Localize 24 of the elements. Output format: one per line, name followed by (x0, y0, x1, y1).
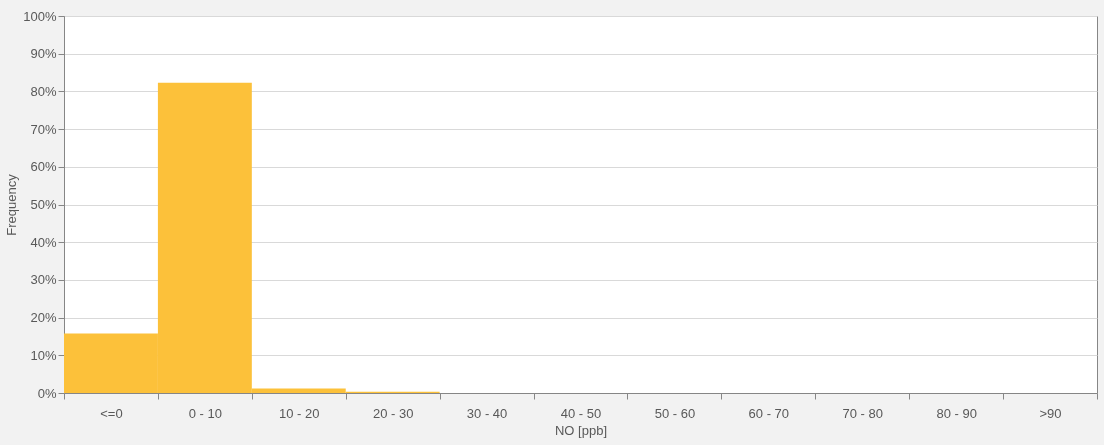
y-tick-label: 50% (30, 197, 57, 212)
x-tick-label: >90 (1039, 405, 1062, 421)
x-tick-label: 70 - 80 (842, 405, 883, 421)
y-tick-label: 10% (30, 347, 57, 363)
y-tick-label: 30% (30, 272, 57, 288)
x-tick-label: 10 - 20 (279, 405, 320, 421)
y-tick-label: 20% (30, 310, 57, 326)
x-tick-label: 80 - 90 (936, 405, 977, 421)
y-tick-label: 40% (30, 234, 57, 250)
y-tick-label: 80% (30, 83, 57, 99)
x-tick-label: 20 - 30 (372, 405, 414, 421)
x-tick-label: 30 - 40 (466, 405, 508, 421)
y-tick-label: 60% (30, 159, 57, 175)
y-tick-label: 70% (30, 121, 57, 137)
y-tick-label: 0% (37, 385, 57, 401)
y-axis-title: Frequency (4, 173, 20, 236)
x-tick-label: 50 - 60 (654, 405, 696, 421)
y-tick-label: 100% (23, 8, 57, 24)
x-axis-title: NO [ppb] (554, 422, 608, 438)
y-tick-label: 90% (30, 46, 57, 62)
x-tick-label: 60 - 70 (748, 405, 790, 421)
x-tick-label: 40 - 50 (560, 405, 602, 421)
x-tick-label: <=0 (100, 405, 123, 421)
x-tick-label: 0 - 10 (188, 405, 222, 421)
